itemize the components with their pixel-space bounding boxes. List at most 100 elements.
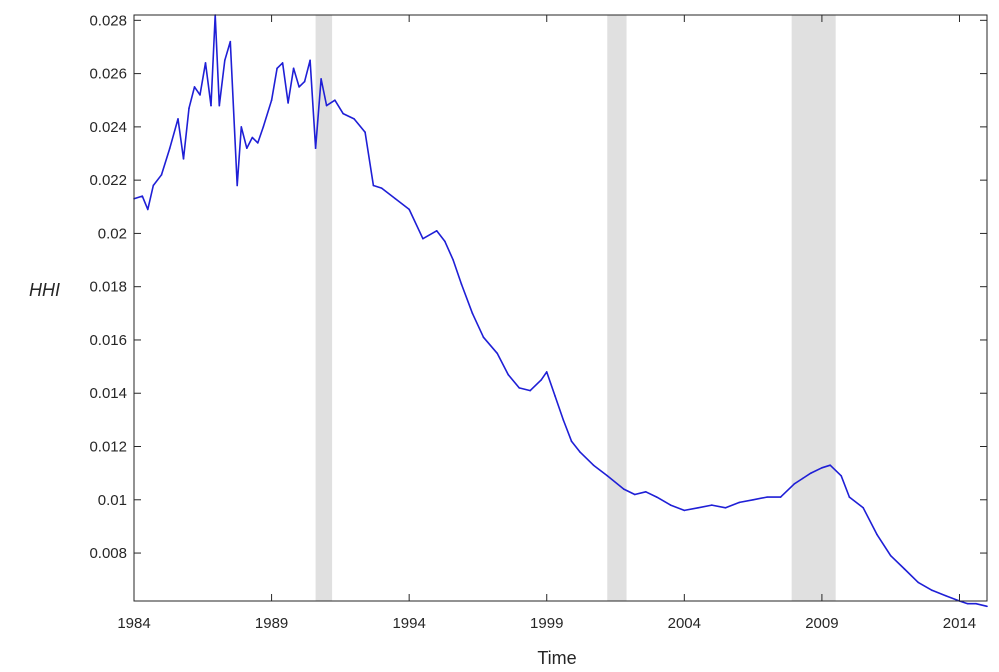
hhi-point <box>236 184 238 187</box>
hhi-point <box>320 78 322 80</box>
x-tick-label: 1999 <box>530 615 563 632</box>
hhi-point <box>199 94 201 96</box>
hhi-point <box>656 496 658 498</box>
plot-frame <box>133 14 988 602</box>
hhi-point <box>210 104 212 107</box>
y-tick-label: 0.022 <box>89 172 127 189</box>
hhi-point <box>606 475 609 477</box>
hhi-point <box>152 184 155 187</box>
hhi-point <box>507 373 510 376</box>
hhi-point <box>496 352 499 355</box>
hhi-point <box>801 477 804 480</box>
x-tick-label: 1994 <box>392 615 425 632</box>
hhi-point <box>645 490 647 493</box>
series-layer <box>133 14 988 608</box>
hhi-point <box>298 86 300 88</box>
y-tick-label: 0.016 <box>89 332 127 349</box>
hhi-point <box>889 554 892 557</box>
x-axis-title: Time <box>537 648 576 668</box>
hhi-point <box>160 174 163 176</box>
hhi-point <box>309 59 311 62</box>
hhi-point <box>229 40 232 43</box>
hhi-point <box>146 208 149 211</box>
hhi-point <box>876 533 878 536</box>
hhi-point <box>540 379 543 381</box>
hhi-point <box>141 195 144 197</box>
hhi-point <box>325 104 328 107</box>
recession-band-0 <box>315 15 333 601</box>
hhi-point <box>435 229 438 232</box>
y-tick-label: 0.008 <box>89 545 127 562</box>
hhi-point <box>257 142 259 144</box>
y-tick-label: 0.01 <box>98 492 127 509</box>
hhi-point <box>862 506 864 509</box>
hhi-point <box>793 483 796 485</box>
hhi-point <box>342 112 344 115</box>
hhi-point <box>529 389 532 392</box>
hhi-point <box>292 67 295 70</box>
y-tick-label: 0.026 <box>89 66 127 83</box>
hhi-point <box>829 464 831 466</box>
y-tick-label: 0.024 <box>89 119 127 136</box>
hhi-point <box>917 581 920 584</box>
hhi-point <box>444 240 446 243</box>
hhi-point <box>545 371 548 373</box>
hhi-point <box>303 80 306 83</box>
y-tick-label: 0.02 <box>98 225 127 242</box>
y-axis-title: HHI <box>29 280 60 300</box>
hhi-point <box>570 440 573 442</box>
hhi-point <box>408 208 410 211</box>
hhi-point <box>188 107 190 110</box>
hhi-point <box>262 126 265 128</box>
recession-band-2 <box>791 15 836 601</box>
hhi-point <box>562 419 565 421</box>
hhi-point <box>246 147 248 149</box>
hhi-point <box>633 493 636 496</box>
hhi-point <box>182 158 185 160</box>
hhi-series-line <box>133 14 988 608</box>
hhi-point <box>669 504 672 506</box>
hhi-point <box>944 594 947 597</box>
y-tick-label: 0.012 <box>89 439 127 456</box>
hhi-point <box>810 472 812 474</box>
hhi-point <box>380 187 383 189</box>
hhi-point <box>931 589 933 592</box>
hhi-point <box>903 568 906 570</box>
y-tick-label: 0.028 <box>89 12 127 29</box>
hhi-point <box>738 501 741 504</box>
hhi-point <box>840 475 842 477</box>
recession-shading <box>315 15 836 601</box>
hhi-point <box>711 504 713 506</box>
hhi-point <box>752 498 754 501</box>
hhi-point <box>848 496 851 498</box>
hhi-point <box>193 86 196 88</box>
hhi-point <box>177 118 179 120</box>
hhi-point <box>578 451 581 453</box>
hhi-point <box>394 197 397 200</box>
hhi-point <box>224 59 226 62</box>
y-tick-label: 0.014 <box>89 385 127 402</box>
hhi-point <box>779 496 782 498</box>
hhi-point <box>364 131 366 133</box>
hhi-point <box>287 102 289 104</box>
hhi-point <box>683 509 686 512</box>
y-axis: 0.008 0.01 0.012 0.014 0.016 0.018 0.02 0.022 0.… <box>89 12 987 562</box>
hhi-point <box>204 62 207 64</box>
axes-box <box>133 14 988 602</box>
hhi-point <box>622 488 625 490</box>
x-tick-label: 2009 <box>805 615 838 632</box>
hhi-point <box>724 506 727 509</box>
hhi-point <box>966 602 969 605</box>
hhi-point <box>697 506 699 509</box>
hhi-point <box>986 605 988 608</box>
hhi-point <box>975 602 977 605</box>
hhi-point <box>554 395 556 397</box>
x-tick-label: 2014 <box>943 615 976 632</box>
hhi-point <box>518 387 521 389</box>
hhi-point <box>372 184 375 187</box>
hhi-point <box>821 467 823 469</box>
hhi-point <box>471 312 474 315</box>
hhi-point <box>281 62 284 64</box>
hhi-point <box>276 67 278 70</box>
